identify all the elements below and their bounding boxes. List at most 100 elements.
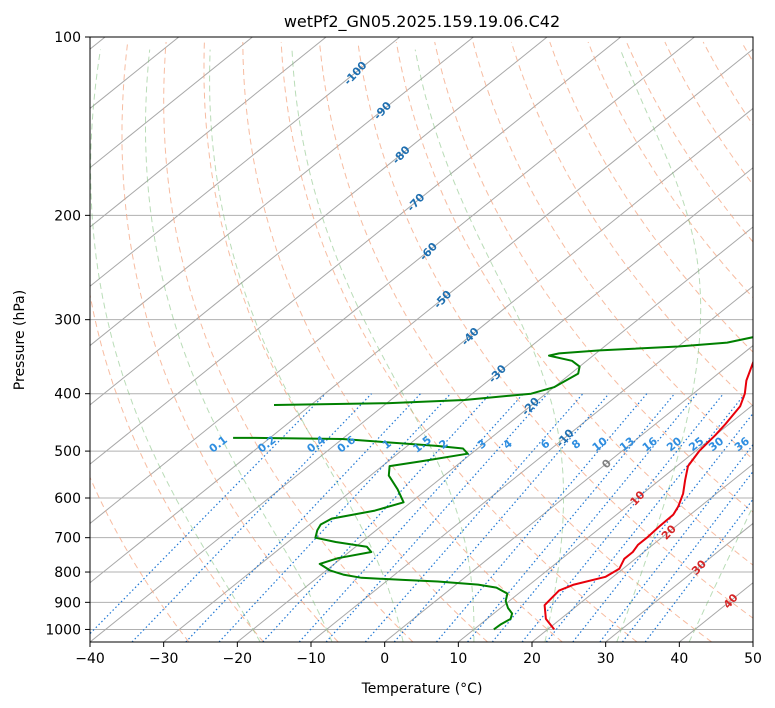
moist-adiabat — [145, 49, 333, 642]
moist-adiabat — [209, 49, 404, 642]
isotherm-line — [237, 226, 753, 642]
x-tick-label: −20 — [223, 651, 253, 667]
isotherm-line — [90, 37, 327, 228]
background-line-labels: 0.1 0.2 0.4 0.6 1 1.5 2 3 4 6 8 10 13 16 20 25 30 36-100-… — [207, 59, 753, 612]
isotherm-label: 30 — [689, 557, 709, 577]
x-tick-label: 50 — [744, 651, 762, 667]
moist-adiabat — [414, 49, 564, 642]
x-tick-label: 40 — [670, 651, 688, 667]
dry-adiabat — [121, 41, 339, 642]
dry-adiabat — [357, 41, 753, 619]
dry-adiabat — [664, 41, 753, 186]
isotherm-line — [384, 344, 753, 642]
isotherm-line — [90, 37, 695, 525]
x-tick-label: 0 — [380, 651, 389, 667]
isotherm-label: 10 — [628, 488, 648, 508]
x-tick-label: −40 — [75, 651, 105, 667]
mixing-ratio-line — [572, 412, 753, 642]
y-tick-label: 300 — [54, 313, 81, 329]
isotherm-line — [90, 37, 253, 169]
mixing-ratio-line — [467, 393, 676, 642]
x-tick-label: 30 — [597, 651, 615, 667]
isotherm-line — [90, 37, 548, 406]
isotherm-line — [531, 463, 753, 642]
isotherm-line — [90, 37, 622, 465]
dewpoint-profile-line — [233, 436, 514, 631]
isotherm-line — [90, 107, 753, 642]
isotherm-label: -40 — [459, 325, 482, 349]
dry-adiabat — [702, 41, 753, 126]
y-tick-label: 200 — [54, 208, 81, 224]
mixing-ratio-label: 0.2 — [255, 433, 278, 455]
y-tick-label: 900 — [54, 595, 81, 611]
mixing-ratio-line — [491, 393, 698, 642]
mixing-ratio-line — [131, 393, 372, 642]
dry-adiabat — [90, 292, 264, 642]
plot-area — [90, 37, 753, 642]
x-tick-label: 20 — [523, 651, 541, 667]
x-tick-label: −10 — [296, 651, 326, 667]
y-tick-label: 400 — [54, 387, 81, 403]
isotherm-label: 40 — [721, 591, 741, 611]
y-axis-label: Pressure (hPa) — [12, 290, 28, 390]
mixing-ratio-line — [90, 393, 327, 635]
isotherm-line — [605, 522, 753, 642]
mixing-ratio-line — [325, 393, 548, 642]
mixing-ratio-line — [218, 393, 452, 642]
mixing-ratio-line — [599, 443, 753, 642]
plot-background — [90, 36, 753, 630]
y-tick-label: 700 — [54, 531, 81, 547]
mixing-ratio-line — [521, 393, 724, 642]
isotherm-line — [163, 167, 753, 642]
dewpoint-profile-line — [273, 336, 753, 406]
mixing-ratio-line — [364, 393, 584, 642]
y-tick-label: 800 — [54, 565, 81, 581]
dry-adiabat — [203, 41, 488, 642]
dry-adiabat — [626, 41, 753, 243]
y-tick-label: 500 — [54, 444, 81, 460]
isotherm-line — [679, 582, 753, 642]
dry-adiabat — [90, 476, 190, 642]
isotherm-line — [90, 37, 474, 347]
dry-adiabat — [163, 41, 414, 642]
mixing-ratio-label: 4 — [501, 437, 515, 452]
temperature-profile-line — [543, 359, 753, 631]
mixing-ratio-label: 0.4 — [305, 433, 329, 455]
x-tick-label: −30 — [149, 651, 179, 667]
isotherm-label: -50 — [431, 288, 454, 312]
mixing-ratio-line — [435, 393, 648, 642]
dry-adiabat — [472, 41, 753, 460]
isotherm-label: -90 — [371, 99, 394, 123]
isotherm-line — [752, 641, 753, 642]
moist-adiabat — [688, 505, 753, 642]
dry-adiabat — [587, 41, 753, 299]
isotherm-line — [90, 48, 753, 584]
isotherm-label: -60 — [417, 240, 440, 264]
dry-adiabat — [319, 41, 712, 642]
mixing-ratio-line — [621, 470, 753, 642]
x-tick-label: 10 — [449, 651, 467, 667]
isotherm-label: -70 — [404, 191, 427, 215]
isotherm-label: -30 — [486, 362, 509, 386]
mixing-ratio-label: 1 — [380, 437, 394, 452]
moist-adiabat — [90, 49, 261, 642]
dry-adiabat — [242, 41, 563, 642]
mixing-ratio-line — [262, 393, 491, 642]
isotherm-line — [310, 285, 753, 642]
dry-adiabat — [434, 41, 753, 513]
moist-adiabat — [291, 49, 475, 642]
isotherm-label: -20 — [519, 395, 542, 419]
x-axis: −40 −30 −20 −10 0 10 20 30 40 50 — [75, 642, 762, 667]
dry-adiabat — [280, 41, 638, 642]
chart-title: wetPf2_GN05.2025.159.19.06.C42 — [284, 12, 560, 32]
mixing-ratio-line — [545, 393, 746, 642]
mixing-ratio-label: 0.1 — [207, 433, 230, 455]
mixing-ratio-line — [644, 498, 753, 642]
mixing-ratio-line — [185, 393, 421, 642]
isotherm-line — [90, 37, 401, 287]
mixing-ratio-label: 0.6 — [335, 433, 359, 455]
dry-adiabat — [549, 41, 753, 353]
y-tick-label: 600 — [54, 491, 81, 507]
y-axis: 1000 900 800 700 600 500 400 300 200 100 — [45, 30, 90, 638]
